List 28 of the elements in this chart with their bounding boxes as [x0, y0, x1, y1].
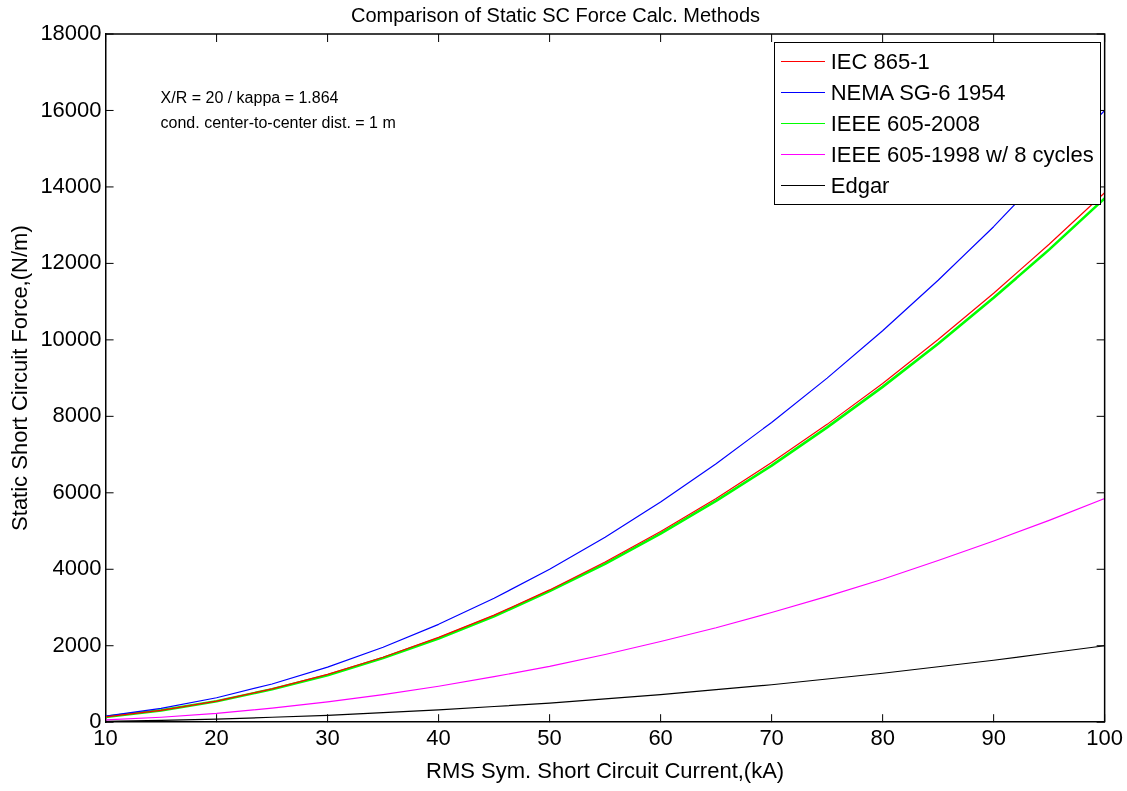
x-tick-label: 100 [1086, 725, 1124, 751]
x-tick-label: 50 [537, 725, 562, 751]
x-tick-label: 90 [981, 725, 1006, 751]
legend-label: NEMA SG-6 1954 [830, 79, 1006, 106]
legend-label: IEEE 605-2008 [830, 110, 980, 137]
x-tick-label: 20 [204, 725, 229, 751]
x-axis-title: RMS Sym. Short Circuit Current,(kA) [426, 757, 785, 783]
legend-label: IEC 865-1 [830, 48, 930, 75]
legend-label: Edgar [830, 172, 890, 199]
legend-label: IEEE 605-1998 w/ 8 cycles [830, 141, 1094, 168]
x-tick-label: 30 [315, 725, 340, 751]
y-tick-label: 14000 [40, 173, 102, 198]
y-tick-label: 8000 [52, 402, 102, 428]
y-tick-label: 18000 [40, 20, 102, 46]
x-tick-label: 70 [759, 725, 784, 751]
annotation: X/R = 20 / kappa = 1.864 [160, 89, 339, 107]
y-tick-label: 10000 [40, 325, 102, 351]
x-tick-label: 60 [648, 725, 673, 751]
chart-title: Comparison of Static SC Force Calc. Methods [350, 3, 761, 26]
y-tick-label: 12000 [40, 249, 102, 275]
y-tick-label: 2000 [52, 631, 102, 657]
y-tick-label: 6000 [52, 478, 102, 504]
y-tick-label: 4000 [52, 555, 102, 581]
x-tick-label: 80 [870, 725, 895, 751]
y-axis-title: Static Short Circuit Force,(N/m) [7, 225, 33, 531]
y-tick-label: 16000 [40, 96, 102, 122]
annotation: cond. center-to-center dist. = 1 m [160, 114, 396, 132]
x-tick-label: 40 [426, 725, 451, 751]
